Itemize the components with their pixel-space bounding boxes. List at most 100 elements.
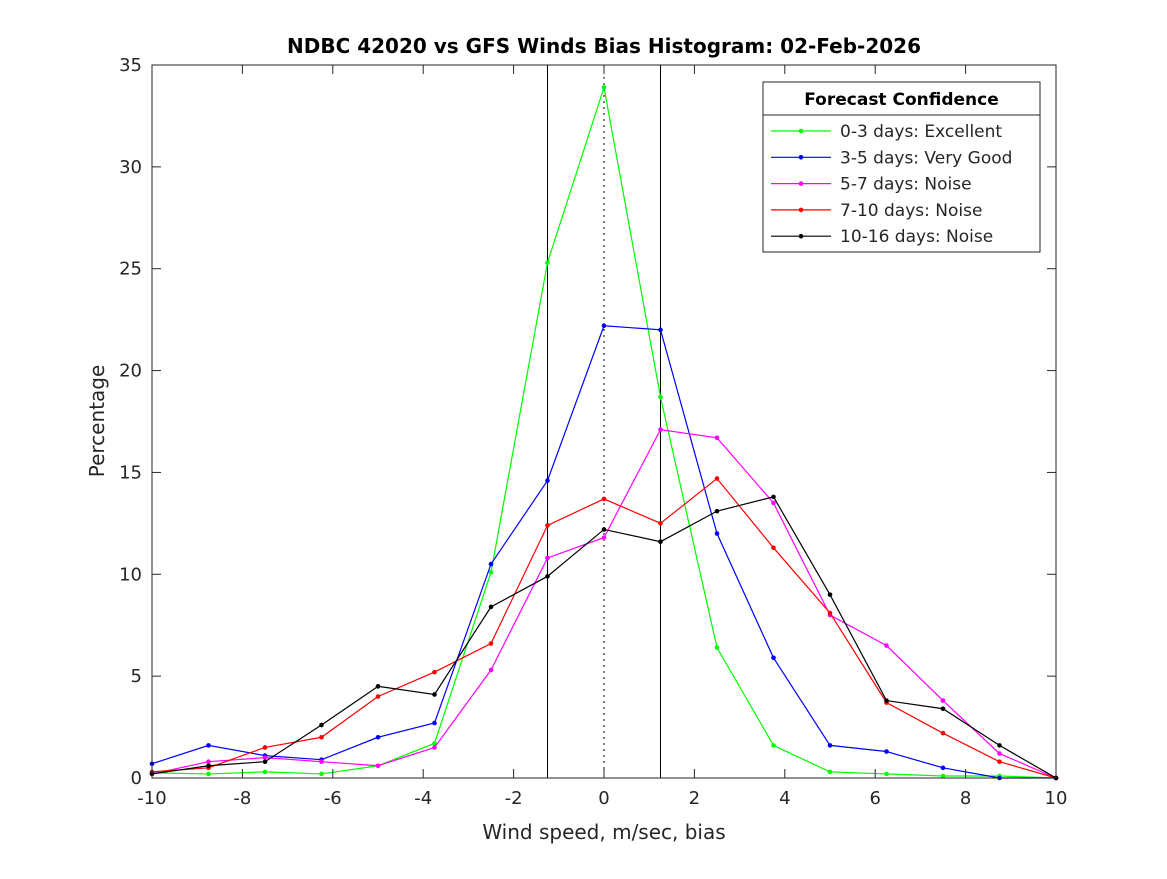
data-point: [714, 435, 720, 441]
data-point: [827, 743, 833, 748]
data-point: [375, 694, 381, 699]
data-point: [432, 692, 437, 697]
data-point: [262, 745, 268, 750]
legend-entry: 3-5 days: Very Good: [771, 148, 1012, 168]
y-tick-label: 10: [119, 564, 142, 585]
data-point: [206, 759, 211, 765]
x-tick-label: 10: [1045, 788, 1068, 809]
data-point: [601, 85, 607, 90]
data-point: [545, 478, 550, 483]
legend-entry: 5-7 days: Noise: [771, 175, 972, 195]
data-point: [206, 743, 211, 748]
data-point: [940, 773, 946, 779]
x-tick-label: -8: [233, 788, 251, 809]
y-tick-label: 15: [119, 462, 142, 483]
data-point: [714, 645, 720, 650]
data-point: [601, 535, 607, 540]
data-point: [375, 684, 381, 689]
legend-title: Forecast Confidence: [804, 90, 999, 110]
data-point: [771, 743, 776, 748]
data-point: [884, 771, 889, 777]
data-point: [771, 494, 776, 500]
data-point: [997, 759, 1002, 765]
legend-label: 3-5 days: Very Good: [840, 148, 1012, 168]
data-point: [488, 641, 494, 646]
data-point: [601, 527, 607, 532]
legend-marker: [798, 233, 804, 239]
data-point: [658, 427, 663, 432]
legend-box: [762, 81, 1041, 253]
series-line: [151, 477, 1057, 779]
data-point: [262, 755, 268, 760]
data-point: [997, 743, 1002, 748]
chart-title: NDBC 42020 vs GFS Winds Bias Histogram: …: [287, 34, 921, 58]
data-point: [262, 759, 268, 765]
data-point: [658, 521, 663, 526]
data-point: [827, 769, 833, 775]
data-point: [827, 592, 833, 597]
data-point: [884, 643, 889, 648]
data-point: [940, 698, 946, 703]
series-4: [149, 494, 1059, 781]
data-point: [545, 260, 550, 265]
data-point: [997, 751, 1002, 756]
data-point: [545, 555, 550, 561]
data-point: [658, 327, 663, 333]
y-tick-label: 35: [119, 55, 142, 76]
legend-entry: 0-3 days: Excellent: [771, 122, 1002, 142]
legend-marker: [798, 155, 804, 160]
x-tick-label: 6: [869, 788, 880, 809]
data-point: [545, 574, 550, 579]
data-point: [771, 500, 776, 506]
data-point: [771, 545, 776, 551]
data-point: [319, 771, 324, 777]
data-point: [601, 323, 607, 329]
data-point: [940, 730, 946, 736]
data-point: [601, 496, 607, 502]
data-point: [432, 745, 437, 750]
data-point: [262, 769, 268, 775]
data-point: [884, 749, 889, 754]
legend-label: 7-10 days: Noise: [840, 201, 982, 221]
legend-marker: [798, 181, 804, 186]
legend-label: 0-3 days: Excellent: [840, 122, 1002, 142]
y-tick-label: 20: [119, 361, 142, 382]
y-axis-label: Percentage: [85, 365, 109, 478]
legend-entry: 10-16 days: Noise: [771, 227, 993, 247]
x-tick-label: -2: [505, 788, 523, 809]
legend-label: 10-16 days: Noise: [840, 227, 993, 247]
x-tick-label: -10: [137, 788, 166, 809]
data-point: [714, 476, 720, 481]
data-point: [714, 508, 720, 514]
data-point: [545, 523, 550, 528]
data-point: [206, 771, 211, 777]
x-tick-label: 0: [598, 788, 609, 809]
data-point: [714, 531, 720, 536]
data-point: [319, 734, 324, 740]
y-tick-label: 25: [119, 259, 142, 280]
legend-label: 5-7 days: Noise: [840, 175, 972, 195]
data-point: [827, 610, 833, 616]
data-point: [375, 734, 381, 740]
legend: Forecast Confidence 0-3 days: Excellent 3-…: [762, 81, 1041, 253]
y-tick-label: 5: [131, 666, 142, 687]
data-point: [488, 561, 494, 567]
legend-entry: 7-10 days: Noise: [771, 201, 982, 221]
data-point: [884, 698, 889, 703]
x-tick-label: -6: [324, 788, 342, 809]
x-tick-label: -4: [414, 788, 432, 809]
y-tick-label: 0: [131, 768, 142, 789]
data-point: [432, 669, 437, 675]
legend-marker: [798, 128, 804, 134]
data-point: [488, 569, 494, 575]
legend-marker: [798, 207, 804, 213]
data-point: [432, 741, 437, 746]
data-point: [771, 655, 776, 661]
data-point: [940, 706, 946, 712]
x-tick-label: 2: [689, 788, 700, 809]
y-tick-label: 30: [119, 157, 142, 178]
series-2: [149, 427, 1059, 781]
x-tick-label: 8: [960, 788, 971, 809]
data-point: [940, 765, 946, 771]
